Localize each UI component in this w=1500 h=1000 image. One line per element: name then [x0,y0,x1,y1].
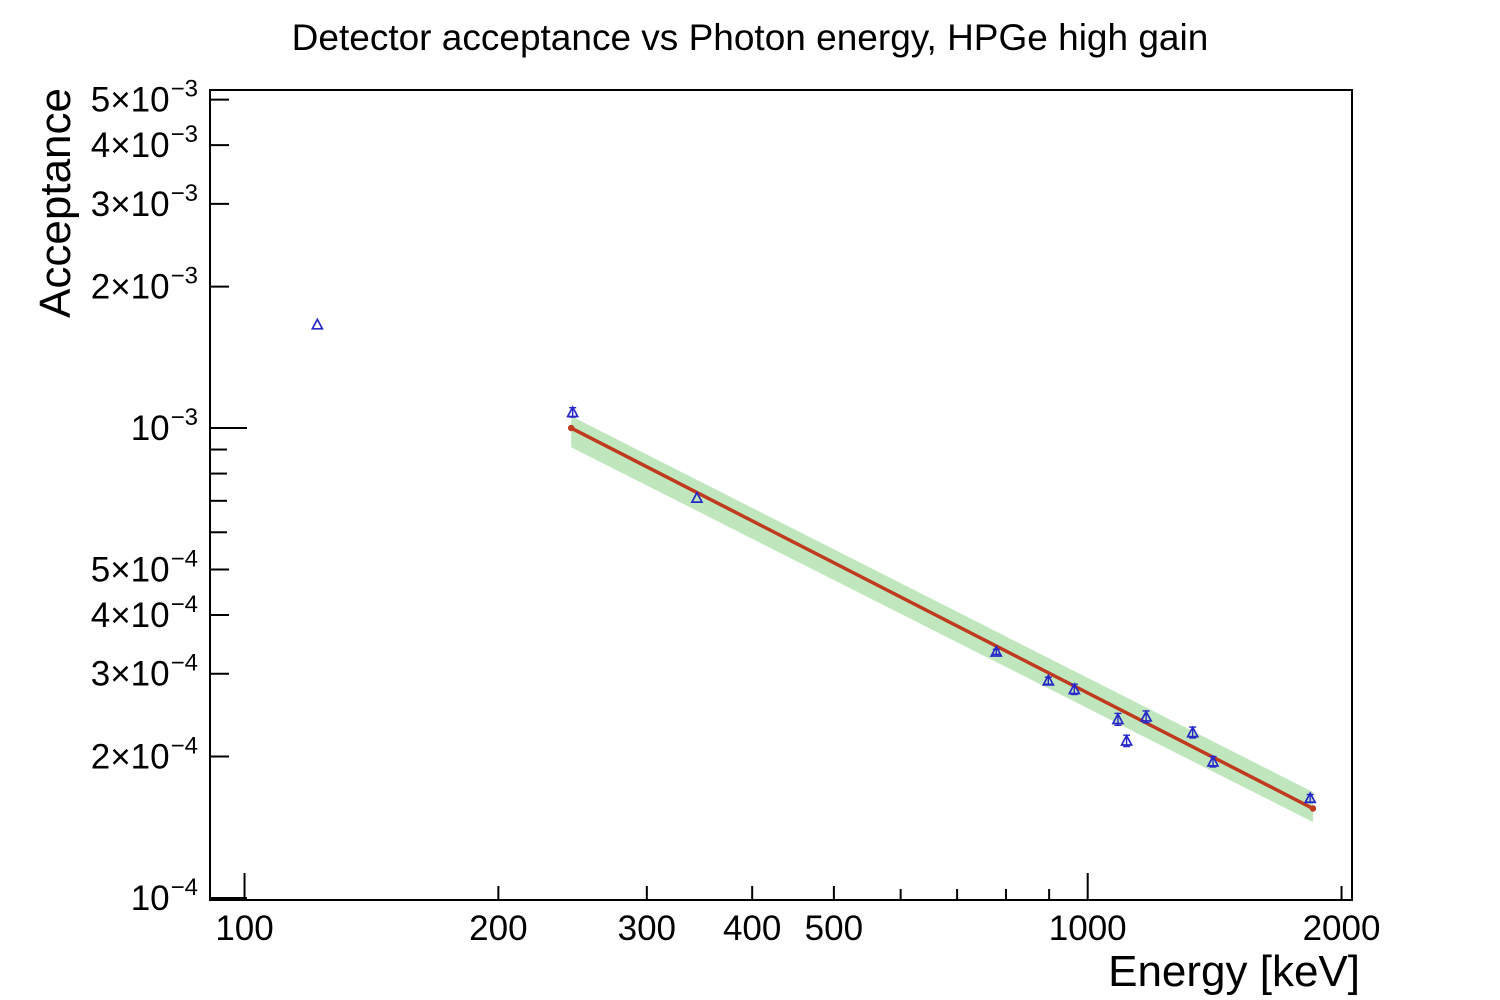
triangle-marker [566,405,580,418]
triangle-marker [1120,733,1133,746]
x-axis: 100 200 300 400 500 1000 2000 [215,873,1380,948]
triangle-marker [989,644,1003,657]
data-point [1120,733,1133,748]
x-axis-title: Energy [keV] [1108,947,1360,996]
data-point [1206,754,1220,768]
fit-line-endpoint [1309,805,1317,812]
triangle-marker [1206,754,1220,767]
data-point [566,405,580,418]
data-points [310,317,1317,804]
data-point [1186,725,1200,739]
data-point [690,490,704,503]
triangle-marker [1303,791,1317,804]
triangle-marker [690,490,704,503]
fit-line-endpoint [567,424,575,432]
data-point [1139,709,1153,724]
triangle-marker [1111,712,1125,725]
triangle-marker [1186,725,1200,738]
y-tick-label: 2×10−4 [91,732,198,776]
triangle-marker [310,317,324,330]
y-tick-label: 3×10−3 [91,180,198,224]
data-point [1041,673,1055,686]
data-point [989,644,1003,657]
y-tick-label: 5×10−3 [91,76,198,120]
x-tick-label: 200 [469,909,527,948]
y-tick-label: 5×10−4 [91,545,198,589]
x-tick-label: 400 [723,909,781,948]
fit-line-segment [570,426,1314,811]
x-tick-label: 2000 [1303,909,1381,948]
y-tick-label: 4×10−4 [91,591,198,635]
y-axis-title: Acceptance [31,88,80,318]
x-tick-label: 1000 [1049,909,1127,948]
chart-title: Detector acceptance vs Photon energy, HP… [292,17,1209,58]
x-tick-label: 100 [215,909,273,948]
data-point [1303,791,1317,804]
data-point [310,317,324,330]
fit-line [567,424,1317,812]
data-point [1111,712,1125,727]
triangle-marker [1041,673,1055,686]
y-tick-label: 4×10−3 [91,121,198,165]
y-tick-label: 10−4 [131,874,198,918]
y-tick-label: 2×10−3 [91,263,198,307]
x-tick-label: 500 [805,909,863,948]
y-axis: 5×10−34×10−3 3×10−3 2×10−3 10−3 5×10−44×10−4… [91,76,247,918]
data-point [1067,682,1081,696]
y-tick-label: 3×10−4 [91,650,198,694]
y-tick-label: 10−3 [131,404,198,448]
x-tick-label: 300 [618,909,676,948]
triangle-marker [1139,709,1153,722]
triangle-marker [1067,682,1081,695]
plot-frame [209,89,1353,901]
